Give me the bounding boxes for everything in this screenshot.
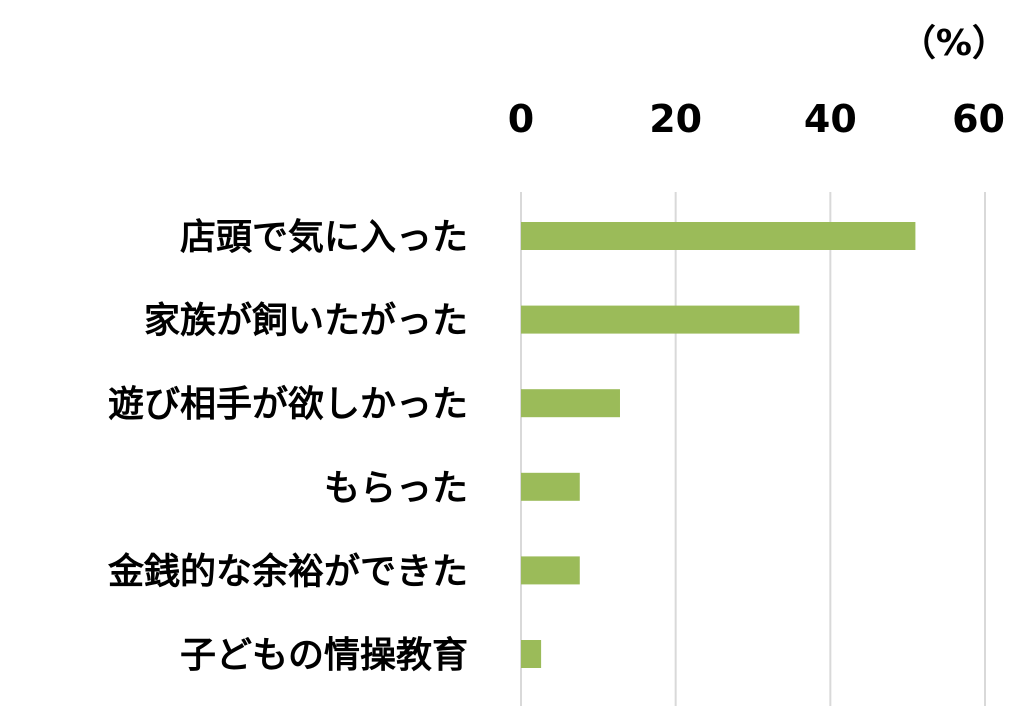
x-axis-ticks: 0 20 40 60 xyxy=(508,97,1005,141)
category-labels: 店頭で気に入った家族が飼いたがった遊び相手が欲しかったもらった金銭的な余裕ができ… xyxy=(107,217,468,676)
category-label: もらった xyxy=(324,468,468,509)
category-label: 店頭で気に入った xyxy=(180,217,468,258)
category-label: 遊び相手が欲しかった xyxy=(108,384,468,425)
x-tick-label: 0 xyxy=(508,97,534,141)
bar xyxy=(521,472,580,501)
bar xyxy=(521,222,916,250)
bar xyxy=(521,305,800,334)
bars xyxy=(521,222,916,668)
unit-label: （%） xyxy=(900,23,1008,64)
bar xyxy=(521,556,580,585)
x-tick-label: 20 xyxy=(649,97,702,141)
category-label: 家族が飼いたがった xyxy=(144,301,468,342)
gridlines xyxy=(520,192,986,706)
bar xyxy=(521,640,542,668)
category-label: 子どもの情操教育 xyxy=(180,635,468,676)
category-label: 金銭的な余裕ができた xyxy=(107,550,468,592)
x-tick-label: 40 xyxy=(804,97,857,141)
bar xyxy=(521,389,620,418)
x-tick-label: 60 xyxy=(952,97,1005,141)
